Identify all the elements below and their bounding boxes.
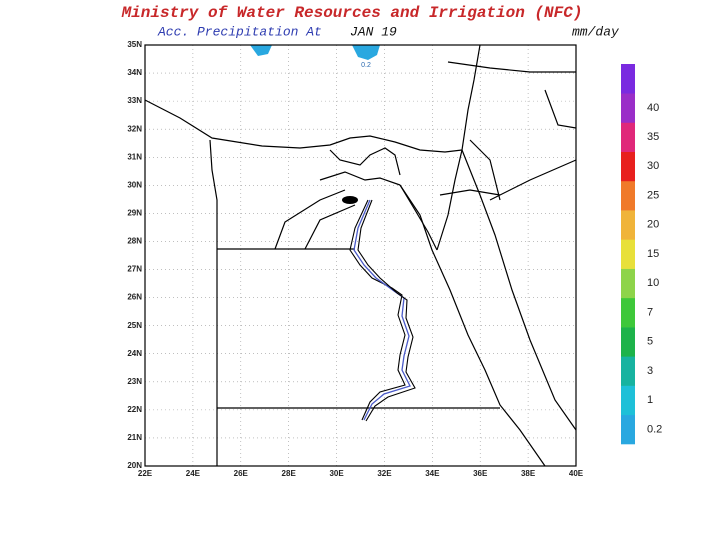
colorbar-segment — [621, 297, 635, 328]
lat-label: 34N — [127, 68, 142, 77]
lat-label: 26N — [127, 293, 142, 302]
colorbar-label: 20 — [647, 219, 659, 231]
lat-label: 32N — [127, 124, 142, 133]
border — [489, 159, 577, 201]
coastline — [436, 149, 463, 251]
lat-label: 20N — [127, 461, 142, 470]
lat-label: 31N — [127, 152, 142, 161]
colorbar-segment — [621, 151, 635, 182]
lon-label: 24E — [186, 469, 201, 478]
lon-label: 30E — [329, 469, 344, 478]
subtitle: Acc. Precipitation At — [157, 24, 322, 39]
colorbar-segment — [621, 385, 635, 416]
lon-label: 22E — [138, 469, 153, 478]
colorbar-label: 0.2 — [647, 423, 662, 435]
colorbar-segment — [621, 268, 635, 299]
lat-label: 29N — [127, 209, 142, 218]
lat-label: 27N — [127, 265, 142, 274]
colorbar-segment — [621, 356, 635, 386]
lon-label: 28E — [282, 469, 297, 478]
colorbar-label: 1 — [647, 394, 653, 406]
colorbar-label: 25 — [647, 189, 659, 201]
lon-label: 34E — [425, 469, 440, 478]
borders — [144, 44, 577, 467]
border — [544, 89, 577, 129]
colorbar-segment — [621, 210, 635, 240]
lat-label: 25N — [127, 321, 142, 330]
colorbar-label: 5 — [647, 336, 653, 348]
river-bank — [357, 199, 416, 422]
coastline — [447, 61, 576, 73]
lat-label: 35N — [127, 40, 142, 49]
colorbar-label: 7 — [647, 306, 653, 318]
colorbar-segment — [621, 122, 635, 152]
border — [469, 139, 501, 201]
coastline — [399, 184, 546, 467]
border — [439, 189, 501, 196]
grid — [145, 45, 576, 466]
colorbar-segment — [621, 414, 635, 445]
border — [329, 147, 401, 176]
title: Ministry of Water Resources and Irrigati… — [121, 4, 583, 22]
lat-label: 30N — [127, 180, 142, 189]
colorbar-label: 30 — [647, 160, 659, 172]
colorbar-segment — [621, 93, 635, 123]
lon-label: 32E — [377, 469, 392, 478]
lon-label: 40E — [569, 469, 584, 478]
nile — [349, 199, 416, 422]
border — [319, 171, 401, 186]
lake — [342, 196, 358, 204]
colorbar-label: 15 — [647, 248, 659, 260]
colorbar-label: 40 — [647, 102, 659, 114]
coastline — [461, 149, 577, 431]
colorbar-segment — [621, 327, 635, 357]
river — [353, 199, 411, 421]
lat-label: 28N — [127, 237, 142, 246]
coastline — [399, 184, 438, 251]
colorbar-segment — [621, 64, 635, 94]
lat-label: 21N — [127, 433, 142, 442]
precip-label: 0.2 — [361, 62, 371, 69]
lon-label: 36E — [473, 469, 488, 478]
river-bank — [349, 199, 406, 421]
colorbar-label: 3 — [647, 365, 653, 377]
colorbar-label: 35 — [647, 131, 659, 143]
colorbar-segment — [621, 239, 635, 269]
lat-label: 22N — [127, 405, 142, 414]
border — [209, 139, 218, 466]
lon-label: 26E — [234, 469, 249, 478]
coastline — [144, 99, 463, 153]
border — [461, 44, 481, 151]
precip-area — [352, 45, 380, 60]
map-frame — [144, 44, 577, 467]
colorbar-segment — [621, 180, 635, 211]
border — [304, 204, 356, 250]
subtitle-date: JAN 19 — [350, 24, 397, 39]
lat-label: 33N — [127, 96, 142, 105]
lat-label: 24N — [127, 349, 142, 358]
border — [274, 189, 346, 250]
colorbar-label: 10 — [647, 277, 659, 289]
lat-label: 23N — [127, 377, 142, 386]
unit: mm/day — [572, 24, 620, 39]
precip-area — [250, 45, 272, 56]
lon-label: 38E — [521, 469, 536, 478]
